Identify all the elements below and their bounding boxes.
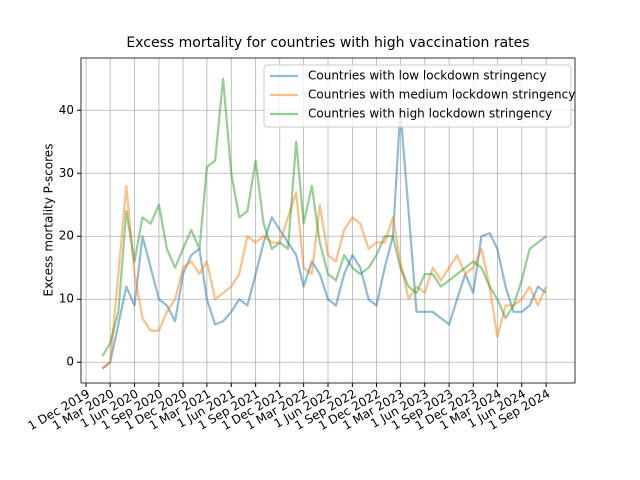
series-line xyxy=(101,109,547,370)
legend-label: Countries with high lockdown stringency xyxy=(308,107,552,121)
legend: Countries with low lockdown stringency Co… xyxy=(263,64,575,128)
legend-box xyxy=(263,64,572,128)
y-tick-label: 40 xyxy=(59,103,74,117)
chart-title: Excess mortality for countries with high… xyxy=(126,35,529,51)
y-tick-label: 20 xyxy=(59,229,74,243)
legend-label: Countries with medium lockdown stringenc… xyxy=(308,88,575,102)
plot-frame xyxy=(80,57,576,384)
y-axis-label: Excess mortality P-scores xyxy=(42,144,56,297)
y-tick-label: 0 xyxy=(66,355,74,369)
y-tick-label: 10 xyxy=(59,292,74,306)
series-line xyxy=(101,77,547,357)
legend-label: Countries with low lockdown stringency xyxy=(308,69,546,83)
y-tick-label: 30 xyxy=(59,166,74,180)
series-line xyxy=(101,184,548,370)
